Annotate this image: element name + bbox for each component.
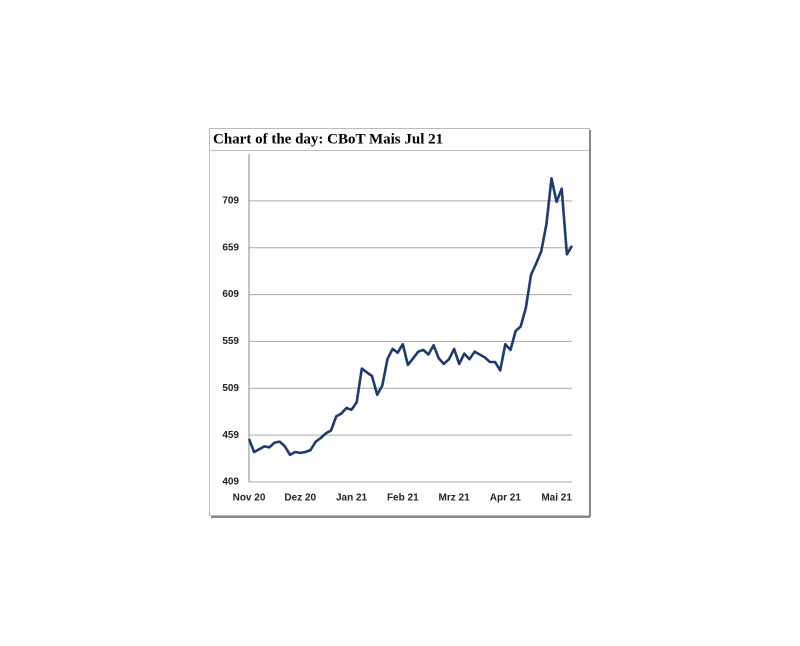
y-tick-label: 709 [222,195,239,206]
x-tick-label: Nov 20 [233,493,266,504]
chart-title: Chart of the day: CBoT Mais Jul 21 [213,131,443,147]
y-tick-label: 509 [222,383,239,394]
y-tick-label: 609 [222,289,239,300]
x-tick-label: Mai 21 [541,493,572,504]
x-tick-label: Apr 21 [490,493,522,504]
x-tick-label: Mrz 21 [439,493,471,504]
y-tick-label: 459 [222,430,239,441]
chart-frame [209,128,590,516]
x-tick-label: Dez 20 [284,493,316,504]
y-tick-label: 409 [222,477,239,488]
x-tick-label: Jan 21 [336,493,368,504]
x-tick-label: Feb 21 [387,493,419,504]
price-line [247,177,574,457]
y-tick-label: 659 [222,242,239,253]
y-tick-label: 559 [222,336,239,347]
